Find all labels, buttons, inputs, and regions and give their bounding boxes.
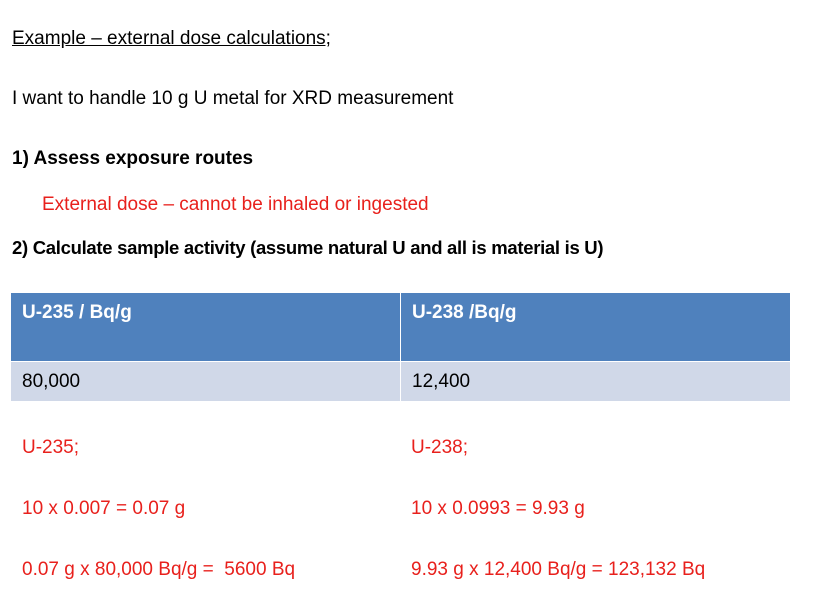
calc-line: 9.93 g x 12,400 Bq/g = 123,132 Bq bbox=[411, 559, 706, 580]
calc-label: U-238; bbox=[411, 437, 469, 458]
step-note: External dose – cannot be inhaled or ing… bbox=[42, 194, 429, 215]
step-heading: 1) Assess exposure routes bbox=[12, 148, 254, 169]
table-header: U-238 /Bq/g bbox=[401, 293, 790, 361]
table-header: U-235 / Bq/g bbox=[11, 293, 400, 361]
table-cell: 80,000 bbox=[11, 362, 400, 401]
calc-label: U-235; bbox=[22, 437, 80, 458]
calc-line: 0.07 g x 80,000 Bq/g = 5600 Bq bbox=[22, 559, 296, 580]
table-cell: 12,400 bbox=[401, 362, 790, 401]
step-heading: 2) Calculate sample activity (assume nat… bbox=[12, 237, 604, 258]
title: Example – external dose calculations; bbox=[12, 28, 331, 49]
calc-line: 10 x 0.007 = 0.07 g bbox=[22, 498, 186, 519]
calc-line: 10 x 0.0993 = 9.93 g bbox=[411, 498, 585, 519]
intro: I want to handle 10 g U metal for XRD me… bbox=[12, 88, 454, 109]
